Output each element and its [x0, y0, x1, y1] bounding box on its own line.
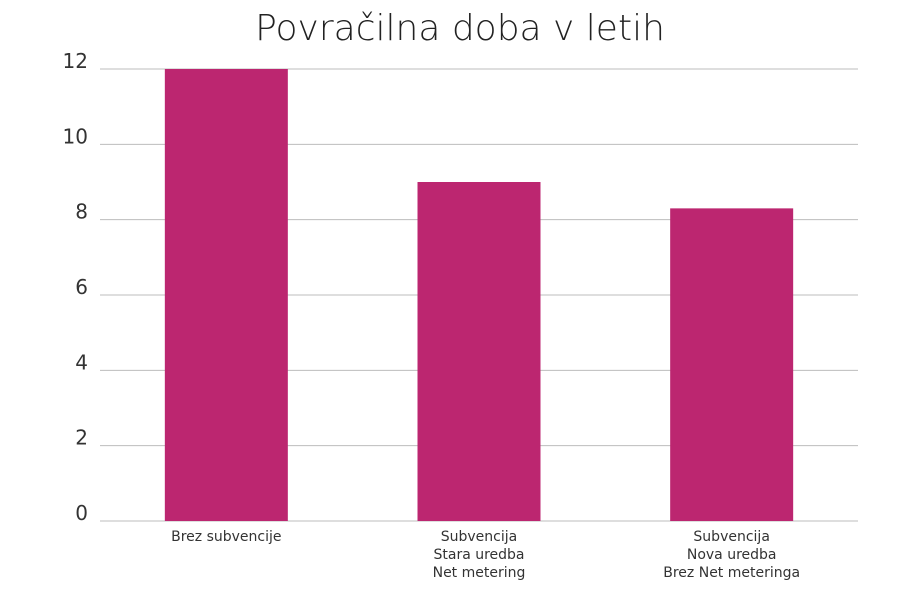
bars — [164, 69, 794, 521]
y-tick-label: 4 — [75, 350, 88, 374]
x-category-label-line: Brez subvencije — [171, 529, 281, 545]
y-tick-label: 6 — [75, 275, 88, 299]
x-category-label: Subvencija Nova uredba Brez Net meteringa — [663, 529, 800, 581]
x-category-label: Subvencija Stara uredba Net metering — [433, 529, 526, 581]
bar — [670, 208, 794, 521]
x-category-label: Brez subvencije — [171, 529, 281, 545]
x-category-label-line: Stara uredba — [433, 547, 524, 563]
x-category-label-line: Subvencija — [441, 529, 517, 545]
x-category-label-line: Nova uredba — [687, 547, 777, 563]
y-tick-label: 10 — [63, 124, 88, 148]
x-category-label-line: Subvencija — [693, 529, 769, 545]
x-category-label-line: Brez Net meteringa — [663, 565, 800, 581]
chart-title: Povračilna doba v letih — [255, 8, 665, 49]
y-tick-label: 0 — [75, 501, 88, 525]
x-axis-categories: Brez subvencije Subvencija Stara uredba Net… — [171, 529, 800, 581]
bar — [417, 182, 541, 521]
y-tick-label: 8 — [75, 200, 88, 224]
y-tick-label: 2 — [75, 426, 88, 450]
y-tick-label: 12 — [63, 49, 88, 73]
y-axis-ticks: 0 2 4 6 8 10 12 — [63, 49, 88, 525]
bar — [164, 69, 288, 521]
x-category-label-line: Net metering — [433, 565, 526, 581]
